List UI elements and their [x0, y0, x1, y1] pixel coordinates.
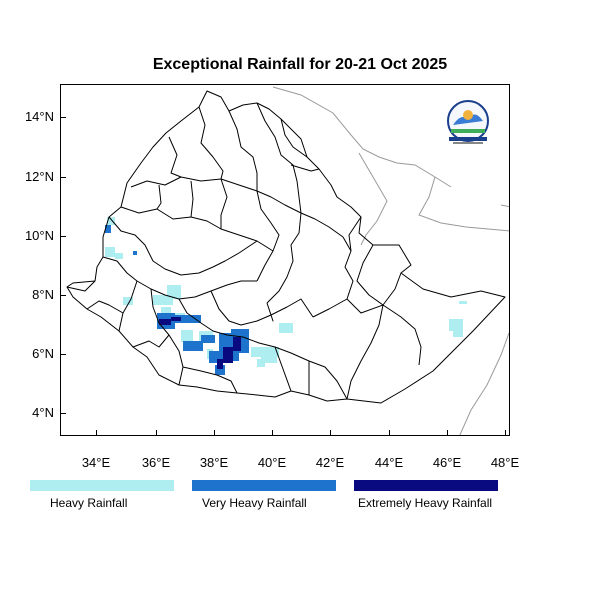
y-tickmark — [60, 236, 66, 237]
x-tickmark — [389, 430, 390, 436]
heavy-rainfall-areas — [105, 217, 467, 367]
x-tickmark — [156, 430, 157, 436]
legend-swatch-extreme — [354, 480, 498, 491]
x-tick-label: 46°E — [432, 455, 462, 470]
x-tick-label: 40°E — [257, 455, 287, 470]
legend-label-very-heavy: Very Heavy Rainfall — [202, 496, 307, 510]
y-tick-label: 14°N — [24, 109, 54, 124]
extreme-rainfall-areas — [159, 317, 241, 369]
ethiopia-outline — [66, 90, 506, 404]
map-frame — [60, 84, 510, 436]
x-tick-label: 38°E — [199, 455, 229, 470]
neighbor-borders — [272, 86, 509, 435]
x-tick-label: 34°E — [81, 455, 111, 470]
legend-label-extreme: Extremely Heavy Rainfall — [358, 496, 493, 510]
x-tick-label: 48°E — [490, 455, 520, 470]
y-tick-label: 6°N — [32, 346, 54, 361]
legend-swatch-heavy — [30, 480, 174, 491]
x-tickmark — [447, 430, 448, 436]
national-meteorology-agency-logo — [447, 100, 489, 144]
y-tickmark — [60, 117, 66, 118]
x-tick-label: 44°E — [374, 455, 404, 470]
y-tick-label: 12°N — [24, 169, 54, 184]
country-borders — [66, 90, 506, 404]
legend-label-heavy: Heavy Rainfall — [50, 496, 128, 510]
y-tickmark — [60, 177, 66, 178]
y-tickmark — [60, 413, 66, 414]
y-tickmark — [60, 295, 66, 296]
y-tickmark — [60, 354, 66, 355]
y-tick-label: 4°N — [32, 405, 54, 420]
y-tick-label: 8°N — [32, 287, 54, 302]
y-tick-label: 10°N — [24, 228, 54, 243]
x-tickmark — [330, 430, 331, 436]
x-tick-label: 42°E — [315, 455, 345, 470]
map-title: Exceptional Rainfall for 20-21 Oct 2025 — [152, 56, 448, 73]
x-tick-label: 36°E — [141, 455, 171, 470]
x-tickmark — [214, 430, 215, 436]
rainfall-map — [66, 86, 509, 435]
legend-swatch-very-heavy — [192, 480, 336, 491]
x-tickmark — [505, 430, 506, 436]
x-tickmark — [96, 430, 97, 436]
x-tickmark — [272, 430, 273, 436]
